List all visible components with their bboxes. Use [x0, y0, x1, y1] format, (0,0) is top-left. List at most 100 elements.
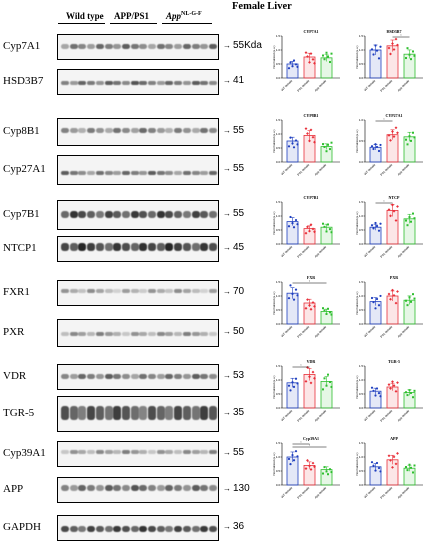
data-point — [306, 225, 309, 229]
data-point — [313, 465, 316, 469]
data-point — [391, 380, 394, 384]
data-point — [394, 219, 398, 222]
data-point — [323, 145, 326, 148]
data-point — [287, 384, 291, 387]
blot-band — [156, 332, 165, 336]
data-point — [289, 61, 292, 64]
blot-band — [182, 526, 191, 532]
blot-band — [69, 406, 78, 421]
blot-band — [113, 332, 122, 336]
data-point — [374, 307, 377, 310]
data-point — [311, 58, 315, 61]
blot-band — [200, 243, 209, 252]
data-point — [291, 292, 294, 296]
data-point — [392, 135, 396, 139]
data-point — [394, 389, 398, 393]
blot-band — [78, 170, 87, 175]
y-tick-label: 0.5 — [359, 469, 364, 473]
significance-mark: * — [309, 444, 311, 448]
y-tick-label: 0.5 — [359, 392, 364, 396]
kda-marker: 55 — [223, 208, 244, 219]
blot-band — [148, 485, 156, 492]
blot-band — [174, 526, 183, 532]
x-tick-label: App female — [397, 325, 411, 339]
data-point — [325, 51, 328, 54]
data-point — [392, 384, 396, 387]
kda-marker: 55Kda — [223, 40, 262, 51]
blot-band — [87, 243, 96, 252]
data-point — [389, 138, 392, 142]
y-tick-label: 1.0 — [359, 48, 364, 52]
y-tick-label: 1.5 — [276, 34, 281, 38]
y-tick-label: 1.0 — [276, 48, 281, 52]
bar-chart: PXR Normalized (a.u.) 0.0 0.5 1.0 1.5 WT femal… — [355, 275, 427, 346]
blot-band — [95, 485, 104, 492]
y-tick-label: 1.0 — [359, 118, 364, 122]
data-point — [304, 51, 308, 55]
data-point — [294, 288, 298, 291]
y-tick-label: 0.5 — [359, 139, 364, 143]
blot-band — [165, 170, 174, 175]
blot-image — [57, 69, 219, 95]
blot-band — [156, 170, 165, 175]
blot-band — [78, 406, 87, 421]
blot-band — [87, 170, 96, 175]
y-tick-label: 0.0 — [276, 242, 281, 246]
blot-band — [104, 243, 113, 252]
data-point — [292, 298, 296, 301]
data-point — [308, 229, 311, 233]
y-tick-label: 1.5 — [276, 441, 281, 445]
data-point — [306, 459, 309, 462]
blot-image — [57, 477, 219, 503]
data-point — [413, 54, 416, 57]
data-point — [408, 389, 411, 392]
chart-svg: FXR Normalized (a.u.) 0.0 0.5 1.0 1.5 WT femal… — [272, 275, 340, 339]
kda-marker: 45 — [223, 242, 244, 253]
blot-band — [104, 374, 113, 380]
data-point — [394, 126, 398, 130]
blot-band — [200, 374, 209, 380]
data-point — [412, 293, 414, 296]
data-point — [330, 385, 333, 388]
data-point — [389, 52, 392, 56]
data-point — [292, 226, 296, 229]
blot-band — [139, 450, 148, 455]
chart-svg: CYP7A1 Normalized (a.u.) 0.0 0.5 1.0 1.5 WT fe… — [272, 29, 340, 93]
y-tick-label: 1.0 — [359, 378, 364, 382]
data-point — [372, 301, 375, 304]
data-point — [396, 381, 399, 385]
data-point — [329, 61, 331, 64]
data-point — [375, 145, 379, 149]
blot-band — [156, 243, 165, 252]
data-point — [329, 468, 331, 471]
x-tick-label: WT female — [363, 163, 376, 176]
blot-band — [87, 289, 96, 294]
data-point — [289, 389, 292, 392]
y-axis-label: Normalized (a.u.) — [355, 375, 359, 398]
blot-band — [69, 374, 78, 380]
blot-band — [174, 243, 183, 252]
x-tick-label: WT female — [363, 486, 376, 499]
blot-band — [165, 485, 174, 492]
protein-label: NTCP1 — [3, 242, 37, 254]
y-tick-label: 1.5 — [359, 441, 364, 445]
blot-band — [182, 127, 191, 133]
blot-band — [139, 485, 148, 492]
blot-band — [78, 243, 87, 252]
blot-band — [139, 170, 148, 175]
y-tick-label: 0.5 — [276, 308, 281, 312]
data-point — [394, 37, 398, 41]
blot-band — [130, 450, 139, 455]
blot-band — [208, 243, 217, 252]
blot-band — [61, 406, 69, 421]
data-point — [391, 203, 394, 207]
blot-band — [191, 332, 200, 336]
blot-image — [57, 118, 219, 146]
blot-band — [104, 170, 113, 175]
protein-label: GAPDH — [3, 521, 41, 533]
blot-band — [121, 44, 130, 50]
chart-svg: HSD3B7 Normalized (a.u.) 0.0 0.5 1.0 1.5 WT fe… — [355, 29, 423, 93]
blot-band — [156, 211, 165, 218]
data-point — [330, 471, 333, 474]
data-point — [372, 53, 375, 56]
